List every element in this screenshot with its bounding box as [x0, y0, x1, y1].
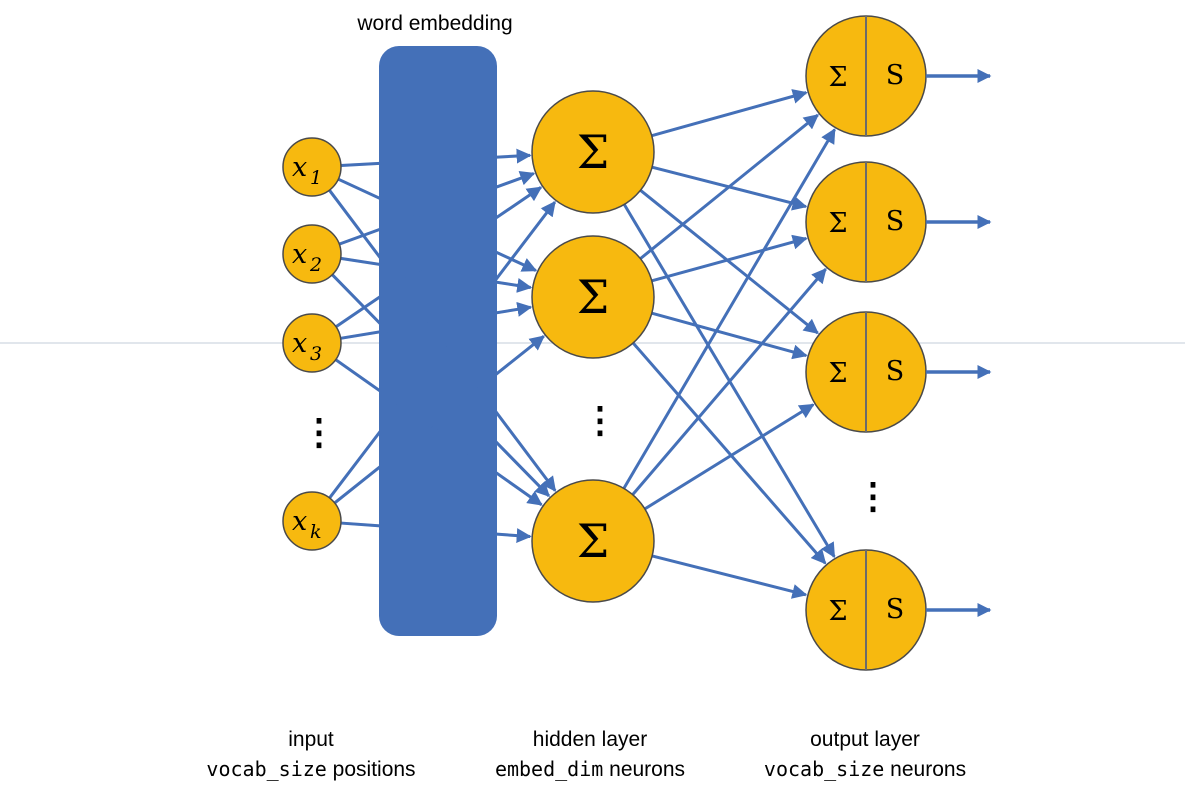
output-node-softmax: S	[886, 594, 905, 625]
input-hidden-edge-overlay	[337, 177, 537, 272]
input-hidden-edge-overlay	[340, 305, 532, 340]
input-hidden-edge-overlay	[340, 256, 531, 289]
hidden-node-symbol: Σ	[577, 125, 610, 179]
output-node-softmax: S	[886, 60, 905, 91]
output-node: Σ S	[805, 549, 927, 671]
input-caption-rest: positions	[327, 758, 416, 781]
hidden-node-symbol: Σ	[577, 514, 610, 568]
output-node: Σ S	[805, 161, 927, 283]
output-node-softmax: S	[886, 356, 905, 387]
output-arrows	[926, 69, 992, 617]
input-node: x 2	[282, 224, 342, 284]
input-node-var: x	[292, 328, 307, 359]
input-caption-code: vocab_size	[206, 757, 326, 781]
output-node: Σ S	[805, 15, 927, 137]
input-hidden-edge-overlay	[340, 521, 531, 539]
output-node-sum: Σ	[828, 208, 847, 239]
input-node-sub: 2	[309, 254, 322, 276]
hidden-caption-line1: hidden layer	[533, 728, 647, 751]
output-caption-line2: vocab_size neurons	[764, 757, 966, 781]
input-hidden-edge-overlay	[328, 201, 557, 499]
output-ellipsis: ⋮	[855, 475, 891, 517]
input-node-var: x	[292, 239, 307, 270]
input-node: x 3	[282, 313, 342, 373]
diagram-title: word embedding	[356, 12, 512, 35]
input-node-var: x	[292, 506, 307, 537]
hidden-output-edge	[631, 267, 827, 496]
output-caption-line1: output layer	[810, 728, 920, 751]
output-caption-rest: neurons	[884, 758, 966, 781]
input-node: x 1	[282, 137, 342, 197]
hidden-node: Σ	[531, 479, 655, 603]
output-node: Σ S	[805, 311, 927, 433]
hidden-output-edge	[651, 89, 808, 138]
hidden-output-edge	[639, 113, 819, 260]
input-hidden-edge-overlay	[331, 273, 550, 498]
hidden-caption-code: embed_dim	[495, 757, 603, 781]
hidden-node-symbol: Σ	[577, 270, 610, 324]
edges-overlay-group	[328, 153, 557, 539]
input-hidden-edge-overlay	[328, 189, 557, 492]
hidden-output-edge	[651, 311, 808, 360]
input-hidden-edge-overlay	[333, 335, 545, 505]
input-node-sub: k	[310, 521, 322, 543]
input-node-var: x	[292, 152, 307, 183]
input-hidden-edge-overlay	[335, 186, 542, 328]
hidden-ellipsis: ⋮	[582, 399, 618, 441]
word-embedding-bar	[379, 46, 497, 636]
hidden-output-edge	[639, 189, 819, 335]
hidden-caption-rest: neurons	[603, 758, 685, 781]
input-hidden-edge-overlay	[338, 172, 535, 246]
input-caption-line2: vocab_size positions	[206, 757, 415, 781]
hidden-caption-line2: embed_dim neurons	[495, 757, 685, 781]
output-caption-code: vocab_size	[764, 757, 884, 781]
input-node: x k	[282, 491, 342, 551]
input-ellipsis: ⋮	[301, 411, 337, 453]
hidden-output-edge	[622, 128, 836, 490]
hidden-output-edge	[644, 403, 815, 511]
hidden-output-edge	[631, 341, 827, 565]
hidden-node: Σ	[531, 235, 655, 359]
output-node-sum: Σ	[828, 62, 847, 93]
input-hidden-edge-overlay	[340, 153, 531, 167]
input-hidden-edge-overlay	[334, 358, 543, 506]
output-node-sum: Σ	[828, 358, 847, 389]
output-node-softmax: S	[886, 206, 905, 237]
input-caption-line1: input	[288, 728, 334, 751]
hidden-output-edge	[651, 554, 808, 599]
output-node-sum: Σ	[828, 596, 847, 627]
hidden-output-edge	[651, 234, 808, 283]
input-node-sub: 1	[310, 167, 322, 189]
input-node-sub: 3	[310, 343, 322, 365]
hidden-node: Σ	[531, 90, 655, 214]
